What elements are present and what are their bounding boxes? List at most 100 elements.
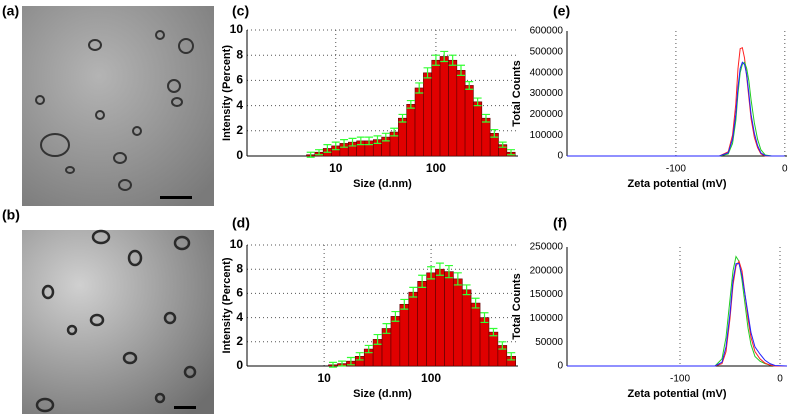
error-bar	[473, 97, 482, 107]
y-tick-label: 200000	[530, 109, 564, 120]
y-tick-label: 6	[236, 73, 243, 87]
y-tick-label: 4	[236, 98, 243, 112]
error-bar	[355, 352, 364, 361]
y-tick-label: 6	[236, 286, 243, 300]
panel-label: (e)	[553, 3, 570, 19]
y-tick-label: 0	[557, 361, 563, 372]
x-axis-title: Size (d.nm)	[353, 178, 412, 190]
series-line	[567, 61, 785, 157]
error-bar	[346, 356, 355, 366]
bar	[423, 72, 433, 157]
error-bar	[373, 135, 382, 144]
error-bar	[462, 284, 471, 296]
series-line	[567, 263, 788, 367]
y-tick-label: 150000	[530, 289, 564, 300]
bar	[448, 59, 458, 157]
y-tick-label: 400000	[530, 67, 564, 78]
panel-label: (a)	[2, 3, 19, 19]
micrograph-a	[22, 6, 214, 206]
y-tick-label: 250000	[530, 242, 564, 253]
bar	[414, 87, 424, 157]
y-tick-label: 100000	[530, 313, 564, 324]
error-bar	[364, 344, 373, 354]
y-axis-title: Intensity (Percent)	[221, 257, 233, 353]
bar	[426, 272, 436, 367]
error-bar	[373, 333, 382, 345]
y-tick-label: 500000	[530, 46, 564, 57]
error-bar	[356, 136, 365, 146]
error-bar	[435, 262, 444, 276]
bar	[473, 101, 483, 157]
error-bar	[365, 136, 374, 146]
x-tick-label: 10	[317, 371, 331, 385]
series-line	[567, 61, 785, 157]
bar	[431, 59, 441, 157]
x-tick-label: 100	[426, 161, 446, 175]
error-bar	[507, 149, 516, 156]
error-bar	[340, 139, 349, 148]
y-tick-label: 0	[557, 151, 563, 162]
y-tick-label: 50000	[535, 337, 563, 348]
error-bar	[489, 327, 498, 337]
y-tick-label: 8	[236, 261, 243, 275]
error-bar	[423, 67, 432, 79]
y-tick-label: 2	[236, 334, 243, 348]
y-tick-label: 100000	[530, 130, 564, 141]
error-bar	[338, 360, 347, 367]
error-bar	[306, 151, 315, 158]
panel-label: (c)	[232, 3, 249, 19]
bar	[439, 56, 449, 157]
error-bar	[490, 128, 499, 138]
y-tick-label: 0	[236, 148, 243, 162]
error-bar	[391, 310, 400, 322]
x-tick-label: 0	[782, 164, 788, 175]
bar	[464, 85, 474, 157]
error-bar	[498, 341, 507, 350]
error-bar	[480, 312, 489, 324]
x-tick-label: 0	[777, 374, 783, 385]
error-bar	[348, 137, 357, 147]
bar	[390, 316, 401, 367]
y-axis-title: Total Counts	[511, 60, 523, 126]
y-tick-label: 200000	[530, 265, 564, 276]
x-tick-label: 100	[421, 371, 441, 385]
error-bar	[331, 141, 340, 151]
error-bar	[498, 141, 507, 148]
series-line	[567, 260, 787, 367]
bar	[470, 302, 481, 367]
micrograph-b	[22, 229, 214, 414]
error-bar	[409, 286, 418, 298]
bar	[461, 289, 472, 367]
error-bar	[315, 149, 324, 156]
panel-label: (b)	[2, 207, 20, 223]
y-tick-label: 600000	[530, 26, 564, 37]
y-tick-label: 2	[236, 123, 243, 137]
y-tick-label: 0	[236, 358, 243, 372]
y-tick-label: 10	[230, 237, 244, 251]
error-bar	[440, 50, 449, 63]
error-bar	[400, 298, 409, 310]
y-axis-title: Intensity (Percent)	[221, 45, 233, 141]
bar	[488, 331, 499, 367]
x-tick-label: 10	[329, 161, 343, 175]
error-bar	[381, 132, 390, 142]
error-bar	[448, 54, 457, 66]
y-axis-title: Total Counts	[511, 273, 523, 339]
error-bar	[398, 113, 407, 123]
error-bar	[328, 361, 337, 368]
panel-label: (f)	[553, 215, 567, 231]
y-tick-label: 300000	[530, 88, 564, 99]
bar	[453, 278, 463, 367]
y-tick-label: 10	[230, 22, 244, 36]
bar	[398, 117, 407, 157]
x-axis-title: Zeta potential (mV)	[627, 178, 726, 190]
error-bar	[418, 274, 427, 288]
error-bar	[507, 352, 516, 361]
x-axis-title: Size (d.nm)	[353, 388, 412, 400]
error-bar	[465, 81, 474, 90]
bar	[417, 280, 427, 367]
bar	[408, 291, 418, 367]
bar	[481, 117, 491, 157]
bar	[399, 303, 410, 367]
